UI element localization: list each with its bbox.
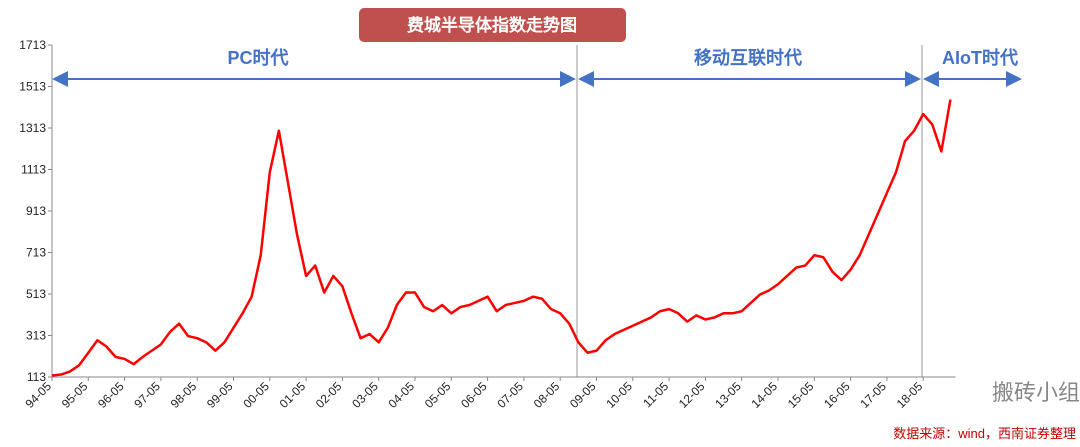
x-tick-label: 96-05 [95, 379, 127, 411]
x-tick-label: 17-05 [857, 379, 889, 411]
y-tick-label: 1513 [19, 80, 46, 94]
y-tick-label: 513 [26, 287, 46, 301]
x-tick-label: 05-05 [422, 379, 454, 411]
x-tick-label: 01-05 [277, 379, 309, 411]
x-tick-label: 18-05 [894, 379, 926, 411]
x-tick-label: 09-05 [567, 379, 599, 411]
x-tick-label: 03-05 [349, 379, 381, 411]
x-tick-label: 00-05 [240, 379, 272, 411]
x-tick-label: 08-05 [531, 379, 563, 411]
x-tick-label: 11-05 [640, 379, 671, 410]
era-label: PC时代 [227, 48, 288, 68]
x-tick-label: 15-05 [785, 379, 817, 411]
y-tick-label: 313 [26, 329, 46, 343]
x-tick-label: 13-05 [712, 379, 744, 411]
x-tick-label: 16-05 [821, 379, 853, 411]
watermark: 搬砖小组 [992, 380, 1080, 405]
y-tick-label: 713 [26, 246, 46, 260]
chart-title: 费城半导体指数走势图 [407, 15, 577, 35]
x-tick-label: 98-05 [168, 379, 200, 411]
y-tick-label: 1313 [19, 121, 46, 135]
y-tick-label: 1713 [19, 38, 46, 52]
y-tick-label: 913 [26, 204, 46, 218]
x-tick-label: 97-05 [131, 379, 163, 411]
y-tick-label: 1113 [21, 163, 46, 177]
x-tick-label: 14-05 [749, 379, 781, 411]
x-tick-label: 99-05 [204, 379, 236, 411]
x-tick-label: 07-05 [494, 379, 526, 411]
x-tick-label: 02-05 [313, 379, 345, 411]
x-tick-label: 10-05 [603, 379, 635, 411]
y-tick-label: 113 [27, 370, 46, 384]
x-tick-label: 12-05 [676, 379, 708, 411]
x-tick-label: 04-05 [386, 379, 418, 411]
x-tick-label: 06-05 [458, 379, 490, 411]
title-box [359, 8, 626, 42]
era-label: AIoT时代 [942, 48, 1018, 68]
era-label: 移动互联时代 [694, 47, 802, 68]
source-note: 数据来源：wind，西南证券整理 [893, 426, 1076, 441]
line-series [51, 99, 952, 377]
x-tick-label: 95-05 [59, 379, 91, 411]
